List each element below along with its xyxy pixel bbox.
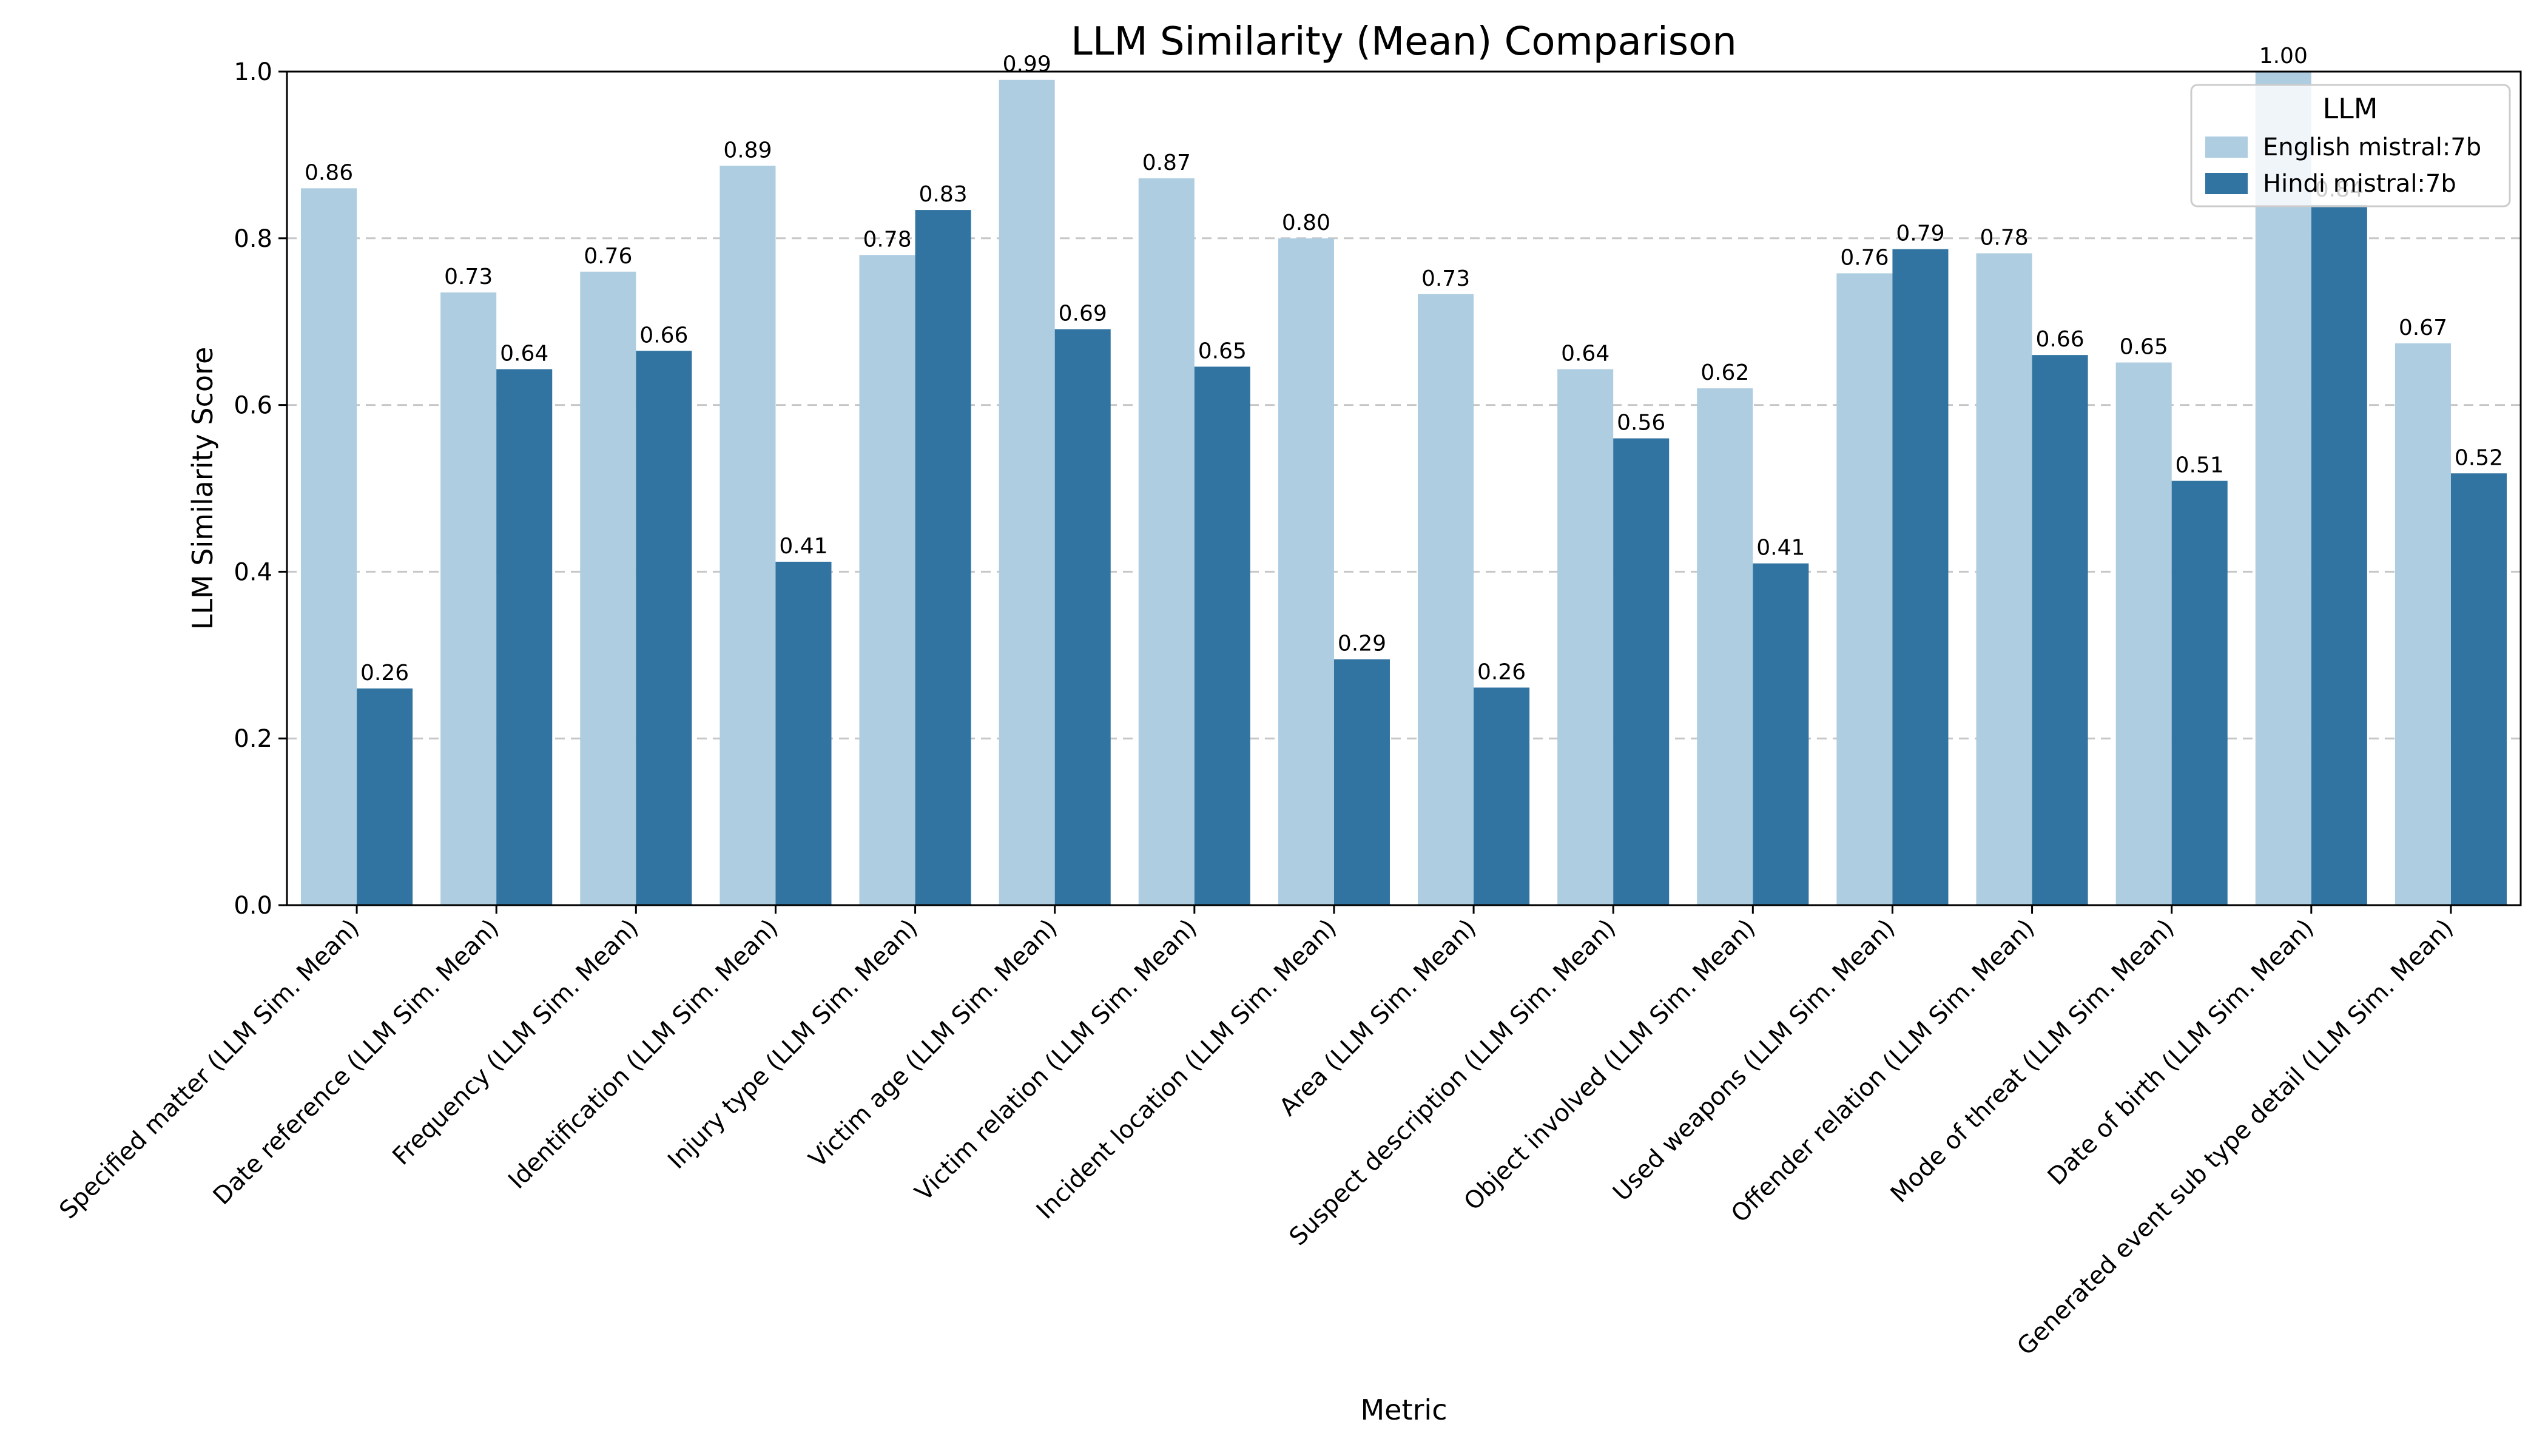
bar	[1278, 238, 1334, 905]
legend-title: LLM	[2323, 92, 2378, 125]
bar	[2450, 473, 2507, 905]
data-label: 0.64	[1561, 342, 1609, 366]
x-tick-label: Victim relation (LLM Sim. Mean)	[910, 914, 1202, 1207]
bar	[720, 166, 776, 906]
data-label: 0.26	[360, 661, 409, 686]
bar	[440, 292, 497, 905]
data-label: 0.69	[1059, 302, 1107, 326]
data-label: 0.89	[723, 138, 772, 163]
x-tick-label: Injury type (LLM Sim. Mean)	[662, 914, 923, 1175]
bar	[999, 79, 1055, 906]
x-tick-label: Suspect description (LLM Sim. Mean)	[1284, 914, 1621, 1252]
bar	[636, 351, 692, 905]
bar	[2395, 343, 2451, 905]
data-label: 0.76	[584, 244, 632, 269]
data-label: 0.67	[2399, 315, 2447, 340]
y-tick-label: 0.6	[234, 392, 272, 420]
data-label: 0.41	[779, 534, 827, 559]
data-label: 0.79	[1896, 221, 1944, 246]
bar	[1753, 563, 1809, 905]
bar	[580, 271, 636, 905]
bar	[496, 369, 553, 905]
legend-label-english: English mistral:7b	[2263, 133, 2481, 161]
data-label: 0.41	[1756, 536, 1805, 561]
data-label: 0.87	[1142, 150, 1191, 175]
y-axis: 0.0 0.2 0.4 0.6 0.8 1.0	[234, 58, 287, 920]
bar	[2255, 72, 2311, 905]
bar	[859, 255, 915, 905]
data-label: 0.66	[639, 323, 688, 348]
x-tick-label: Date of birth (LLM Sim. Mean)	[2043, 914, 2319, 1191]
x-tick-label: Date reference (LLM Sim. Mean)	[208, 914, 505, 1211]
data-label: 0.65	[2120, 335, 2168, 360]
bar	[915, 210, 971, 906]
y-tick-label: 0.8	[234, 225, 272, 253]
plot-frame	[286, 70, 2522, 906]
chart-title: LLM Similarity (Mean) Comparison	[1071, 19, 1737, 64]
bar	[1892, 249, 1949, 905]
bar	[1697, 388, 1753, 905]
legend-box	[2190, 84, 2511, 207]
data-label: 0.51	[2176, 453, 2224, 478]
value-labels: 0.86 0.73 0.76 0.89 0.78 0.99 0.87 0.80 0.73 0.64…	[305, 44, 2503, 686]
data-label: 0.78	[1980, 226, 2028, 251]
bar	[2115, 362, 2172, 905]
legend: LLM English mistral:7b Hindi mistral:7b	[2190, 84, 2511, 207]
data-label: 0.52	[2455, 445, 2503, 470]
x-tick-label: Object involved (LLM Sim. Mean)	[1459, 914, 1761, 1216]
data-label: 0.78	[863, 227, 911, 252]
bar	[2032, 355, 2088, 905]
x-axis: Specified matter (LLM Sim. Mean)Date ref…	[54, 905, 2459, 1361]
y-tick-label: 0.0	[234, 892, 272, 920]
data-label: 0.66	[2036, 327, 2085, 352]
data-label: 0.29	[1338, 632, 1386, 656]
data-label: 1.00	[2259, 44, 2308, 69]
y-axis-label: LLM Similarity Score	[186, 347, 219, 630]
data-label: 0.64	[500, 342, 548, 366]
bar	[357, 688, 413, 905]
x-tick-label: Used weapons (LLM Sim. Mean)	[1608, 914, 1900, 1207]
x-tick-label: Frequency (LLM Sim. Mean)	[387, 914, 644, 1171]
data-label: 0.62	[1700, 360, 1749, 385]
data-label: 0.86	[305, 160, 353, 185]
bar	[1418, 294, 1474, 905]
legend-label-hindi: Hindi mistral:7b	[2263, 170, 2456, 198]
data-label: 0.73	[1421, 266, 1470, 291]
x-tick-label: Victim age (LLM Sim. Mean)	[804, 914, 1063, 1173]
legend-swatch-hindi	[2205, 173, 2248, 194]
bar	[775, 561, 832, 905]
bar	[1976, 253, 2032, 906]
x-tick-label: Identification (LLM Sim. Mean)	[503, 914, 783, 1195]
data-label: 0.26	[1477, 659, 1526, 684]
bar	[1474, 687, 1530, 905]
data-label: 0.65	[1198, 339, 1247, 363]
x-tick-label: Offender relation (LLM Sim. Mean)	[1726, 914, 2040, 1228]
bar	[2311, 204, 2367, 906]
data-label: 0.56	[1617, 411, 1665, 436]
bar	[1613, 438, 1670, 905]
legend-swatch-english	[2205, 136, 2248, 158]
data-label: 0.73	[444, 265, 493, 289]
bar	[1333, 659, 1390, 905]
bar	[1054, 329, 1111, 905]
data-label: 0.80	[1282, 211, 1330, 235]
data-label: 0.99	[1003, 52, 1051, 77]
bar	[1836, 273, 1893, 905]
y-tick-label: 1.0	[234, 58, 272, 86]
y-tick-label: 0.4	[234, 558, 272, 586]
bar	[1557, 369, 1614, 905]
bar	[301, 188, 357, 905]
bars	[301, 72, 2507, 906]
x-tick-label: Mode of threat (LLM Sim. Mean)	[1886, 914, 2180, 1208]
x-tick-label: Specified matter (LLM Sim. Mean)	[54, 914, 365, 1225]
data-label: 0.76	[1840, 246, 1889, 271]
bar	[2171, 480, 2228, 905]
data-label: 0.83	[919, 182, 968, 207]
y-tick-label: 0.2	[234, 725, 272, 753]
x-tick-label: Incident location (LLM Sim. Mean)	[1031, 914, 1342, 1225]
x-axis-label: Metric	[1360, 1394, 1447, 1426]
bar	[1194, 366, 1250, 905]
bar	[1138, 178, 1195, 905]
